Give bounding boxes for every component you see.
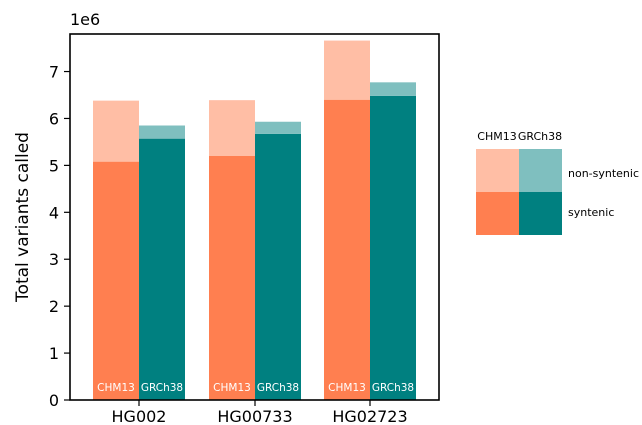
y-tick-label-3: 3 [49,250,59,269]
legend-swatch-grch38-syntenic [519,192,562,235]
bar-HG002-CHM13-non-syntenic [93,100,139,162]
y-tick-label-5: 5 [49,156,59,175]
y-tick-label-4: 4 [49,203,59,222]
bar-HG02723-CHM13-syntenic [324,99,370,400]
y-scale-label: 1e6 [70,10,100,29]
y-tick-label-0: 0 [49,391,59,410]
bar-label-HG02723-GRCh38: GRCh38 [372,382,414,394]
bar-label-HG002-GRCh38: GRCh38 [141,382,183,394]
bar-HG02723-GRCh38-syntenic [370,95,416,400]
x-tick-label-HG002: HG002 [112,407,167,425]
y-tick-label-6: 6 [49,109,59,128]
legend-header-grch38: GRCh38 [518,130,562,143]
legend-header-chm13: CHM13 [477,130,516,143]
legend-swatch-chm13-syntenic [476,192,519,235]
bar-label-HG002-CHM13: CHM13 [97,382,135,394]
bar-HG00733-GRCh38-syntenic [255,133,301,400]
bar-label-HG00733-CHM13: CHM13 [213,382,251,394]
legend-swatch-chm13-nonsyntenic [476,149,519,192]
y-axis: 0 1 2 3 4 5 6 7 [49,63,70,410]
y-axis-label: Total variants called [13,132,33,303]
bar-HG02723-GRCh38-non-syntenic [370,82,416,96]
bar-label-HG02723-CHM13: CHM13 [328,382,366,394]
bar-HG002-GRCh38-non-syntenic [139,125,185,139]
x-tick-label-HG02723: HG02723 [332,407,407,425]
bar-HG00733-CHM13-syntenic [209,156,255,400]
bar-HG02723-CHM13-non-syntenic [324,40,370,100]
bar-HG002-CHM13-syntenic [93,161,139,400]
bar-label-HG00733-GRCh38: GRCh38 [257,382,299,394]
bars-layer: CHM13 GRCh38 CHM13 GRCh38 CHM13 GRCh38 [93,40,416,400]
y-tick-label-2: 2 [49,297,59,316]
bar-HG00733-GRCh38-non-syntenic [255,121,301,134]
bar-HG002-GRCh38-syntenic [139,138,185,400]
legend-swatch-grch38-nonsyntenic [519,149,562,192]
legend-label-syntenic: syntenic [568,206,614,219]
x-tick-label-HG00733: HG00733 [217,407,292,425]
legend: CHM13 GRCh38 non-syntenic syntenic [476,130,639,235]
x-axis: HG002 HG00733 HG02723 [112,400,408,425]
y-tick-label-1: 1 [49,344,59,363]
legend-label-nonsyntenic: non-syntenic [568,167,639,180]
y-tick-label-7: 7 [49,63,59,82]
bar-HG00733-CHM13-non-syntenic [209,100,255,156]
